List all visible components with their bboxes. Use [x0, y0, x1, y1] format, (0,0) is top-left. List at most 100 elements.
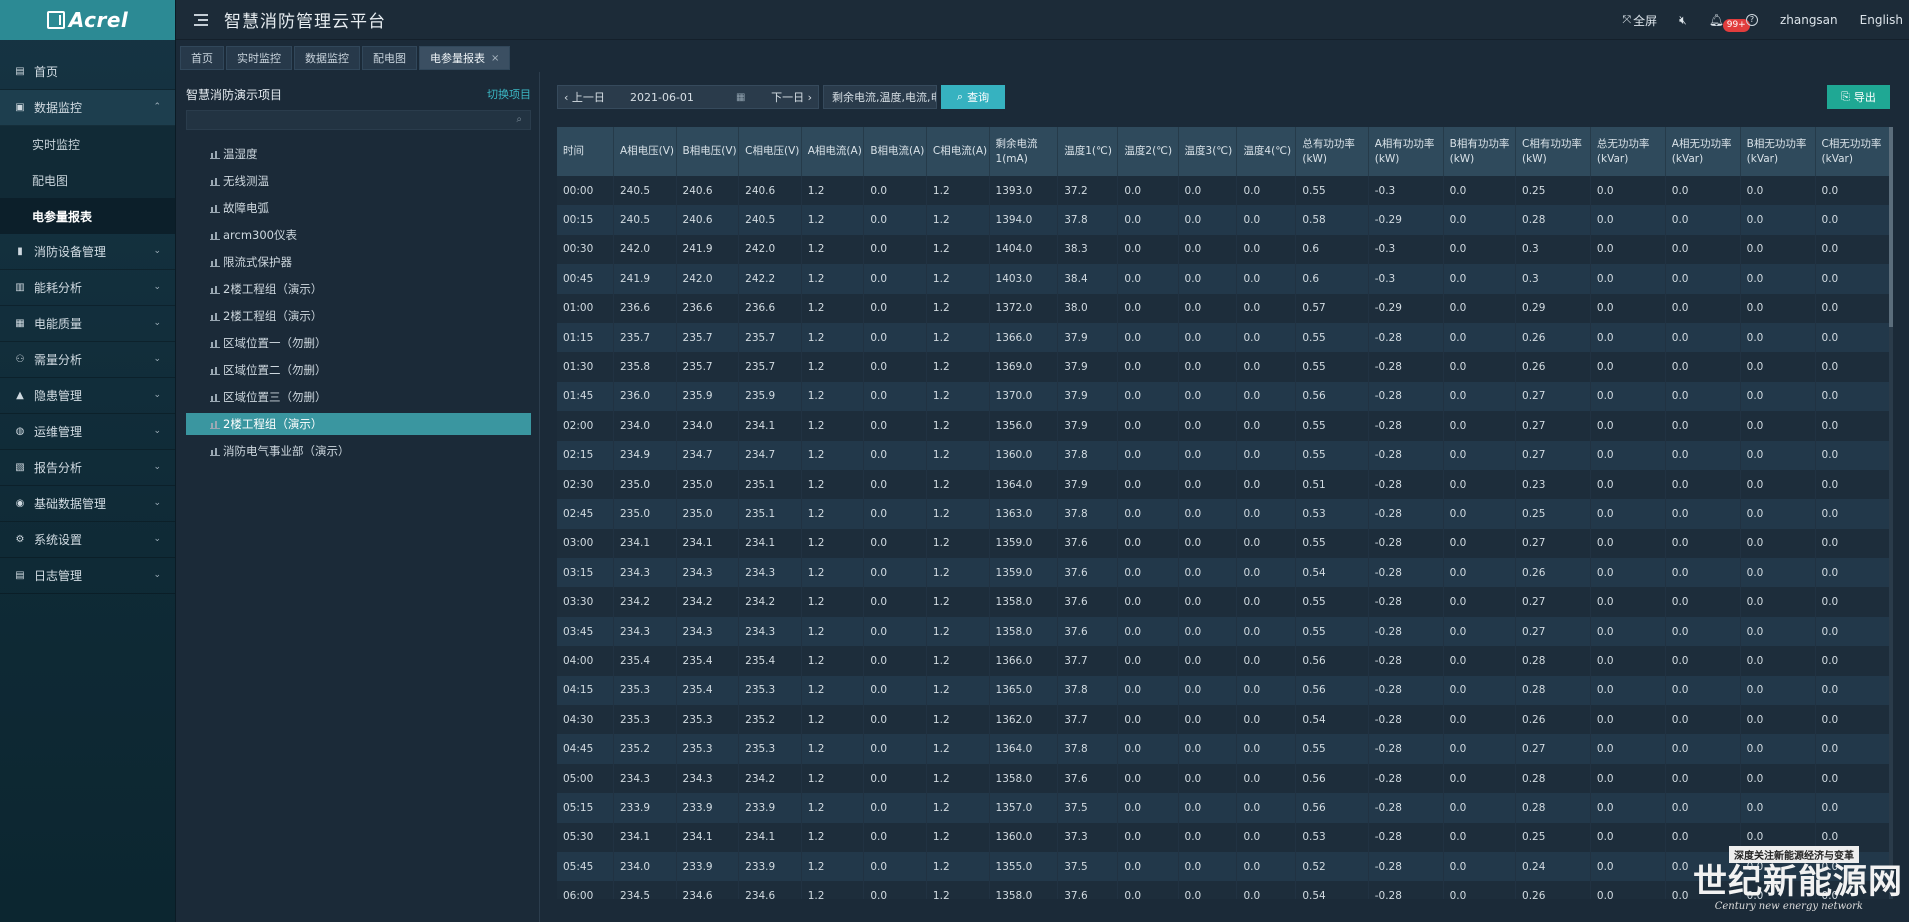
tree-node[interactable]: 无线测温 [186, 170, 531, 192]
table-row[interactable]: 05:30 234.1 234.1 234.1 1.2 0.0 1.2 1360.0 37.3 0… [557, 822, 1893, 852]
sidebar-item-7[interactable]: ◍ 运维管理 ⌄ [0, 414, 175, 450]
table-row[interactable]: 02:00 234.0 234.0 234.1 1.2 0.0 1.2 1356.0 37.9 0… [557, 411, 1893, 441]
prev-day-button[interactable]: ‹ 上一日 [564, 89, 605, 105]
sidebar-subitem-1[interactable]: 配电图 [0, 162, 175, 198]
switch-project-link[interactable]: 切换项目 [487, 88, 531, 101]
menu-toggle-icon[interactable] [194, 13, 208, 26]
table-row[interactable]: 02:45 235.0 235.0 235.1 1.2 0.0 1.2 1363.0 37.8 0… [557, 499, 1893, 529]
table-row[interactable]: 04:45 235.2 235.3 235.3 1.2 0.0 1.2 1364.0 37.8 0… [557, 734, 1893, 764]
sidebar-item-4[interactable]: ▦ 电能质量 ⌄ [0, 306, 175, 342]
table-row[interactable]: 02:30 235.0 235.0 235.1 1.2 0.0 1.2 1364.0 37.9 0… [557, 469, 1893, 500]
table-row[interactable]: 03:45 234.3 234.3 234.3 1.2 0.0 1.2 1358.0 37.6 0… [557, 616, 1893, 647]
search-icon[interactable]: ⌕ [516, 114, 522, 125]
table-row[interactable]: 04:00 235.4 235.4 235.4 1.2 0.0 1.2 1366.0 37.7 0… [557, 646, 1893, 676]
tree-node[interactable]: 区域位置一（勿删） [186, 332, 531, 354]
table-row[interactable]: 03:00 234.1 234.1 234.1 1.2 0.0 1.2 1359.0 37.6 0… [557, 528, 1893, 559]
table-row[interactable]: 04:30 235.3 235.3 235.2 1.2 0.0 1.2 1362.0 37.7 0… [557, 705, 1893, 735]
table-row[interactable]: 04:15 235.3 235.4 235.3 1.2 0.0 1.2 1365.0 37.8 0… [557, 675, 1893, 706]
sidebar-item-9[interactable]: ◉ 基础数据管理 ⌄ [0, 486, 175, 522]
tree-node[interactable]: arcm300仪表 [186, 224, 531, 246]
tree-node[interactable]: 温湿度 [186, 143, 531, 165]
scrollbar-thumb[interactable] [1889, 127, 1893, 327]
sidebar-item-5[interactable]: ⚇ 需量分析 ⌄ [0, 342, 175, 378]
sidebar-item-8[interactable]: ▧ 报告分析 ⌄ [0, 450, 175, 486]
sidebar-item-2[interactable]: ▮ 消防设备管理 ⌄ [0, 234, 175, 270]
date-value[interactable]: 2021-06-01 [630, 90, 694, 104]
tree-search-input[interactable]: ⌕ [186, 110, 531, 130]
column-header[interactable]: 剩余电流1(mA) [989, 127, 1059, 176]
close-icon[interactable]: × [491, 52, 500, 64]
sidebar-item-6[interactable]: ▲ 隐患管理 ⌄ [0, 378, 175, 414]
tree-node[interactable]: 限流式保护器 [186, 251, 531, 273]
help-button[interactable]: ? [1745, 14, 1758, 26]
tab-4[interactable]: 电参量报表 × [419, 46, 511, 70]
sidebar-item-10[interactable]: ⚙ 系统设置 ⌄ [0, 522, 175, 558]
tab-2[interactable]: 数据监控 [294, 46, 360, 70]
fullscreen-button[interactable]: ⤧ 全屏 [1622, 12, 1657, 29]
table-row[interactable]: 03:15 234.3 234.3 234.3 1.2 0.0 1.2 1359.0 37.6 0… [557, 558, 1893, 588]
column-header[interactable]: 总无功功率(kVar) [1590, 127, 1666, 176]
sidebar-item-3[interactable]: ▥ 能耗分析 ⌄ [0, 270, 175, 306]
column-header[interactable]: 总有功功率(kW) [1295, 127, 1369, 176]
query-button[interactable]: ⌕ 查询 [941, 85, 1005, 109]
export-button[interactable]: ⎘ 导出 [1827, 85, 1890, 109]
table-row[interactable]: 00:30 242.0 241.9 242.0 1.2 0.0 1.2 1404.0 38.3 0… [557, 234, 1893, 265]
column-header[interactable]: 温度1(℃) [1057, 127, 1119, 176]
column-header[interactable]: B相有功功率(kW) [1443, 127, 1517, 176]
report-table-container[interactable]: 时间 A相电压(V) B相电压(V) C相电压(V) A相电流(A) B相电流(A) C相电… [557, 127, 1893, 899]
table-row[interactable]: 00:00 240.5 240.6 240.6 1.2 0.0 1.2 1393.0 37.2 0… [557, 176, 1893, 206]
tree-node[interactable]: 2楼工程组（演示） [186, 305, 531, 327]
table-row[interactable]: 00:45 241.9 242.0 242.2 1.2 0.0 1.2 1403.0 38.4 0… [557, 264, 1893, 294]
column-header[interactable]: 温度4(℃) [1236, 127, 1297, 176]
column-header[interactable]: A相有功功率(kW) [1368, 127, 1444, 176]
tree-node[interactable]: 区域位置二（勿删） [186, 359, 531, 381]
tree-node[interactable]: 2楼工程组（演示） [186, 278, 531, 300]
column-header[interactable]: 温度2(℃) [1117, 127, 1179, 176]
fullscreen-icon: ⤧ [1622, 13, 1632, 26]
column-header[interactable]: B相电压(V) [676, 127, 740, 176]
table-row[interactable]: 06:00 234.5 234.6 234.6 1.2 0.0 1.2 1358.0 37.6 0… [557, 881, 1893, 899]
table-row[interactable]: 01:45 236.0 235.9 235.9 1.2 0.0 1.2 1370.0 37.9 0… [557, 381, 1893, 412]
user-menu[interactable]: zhangsan [1780, 13, 1838, 27]
tree-node[interactable]: 2楼工程组（演示） [186, 413, 531, 435]
sidebar-item-11[interactable]: ▤ 日志管理 ⌄ [0, 558, 175, 594]
column-header[interactable]: A相电压(V) [613, 127, 677, 176]
column-header[interactable]: B相无功功率(kVar) [1740, 127, 1816, 176]
column-header[interactable]: B相电流(A) [863, 127, 927, 176]
params-select[interactable]: 剩余电流,温度,电流,电 [823, 85, 937, 109]
tree-node[interactable]: 区域位置三（勿删） [186, 386, 531, 408]
brand-logo[interactable]: Acrel [0, 0, 175, 40]
tab-1[interactable]: 实时监控 [226, 46, 292, 70]
sidebar-subitem-2[interactable]: 电参量报表 [0, 198, 175, 234]
notification-button[interactable]: 🔔︎ 99+ [1709, 13, 1750, 32]
table-row[interactable]: 02:15 234.9 234.7 234.7 1.2 0.0 1.2 1360.0 37.8 0… [557, 440, 1893, 470]
column-header[interactable]: 时间 [557, 127, 614, 176]
mute-button[interactable]: 🔇︎ [1679, 13, 1687, 28]
table-row[interactable]: 01:00 236.6 236.6 236.6 1.2 0.0 1.2 1372.0 38.0 0… [557, 293, 1893, 323]
column-header[interactable]: C相电流(A) [926, 127, 990, 176]
date-picker[interactable]: ‹ 上一日 2021-06-01 ▦ 下一日 › [557, 85, 819, 109]
column-header[interactable]: A相电流(A) [801, 127, 865, 176]
table-scrollbar[interactable] [1889, 127, 1893, 899]
sidebar-item-0[interactable]: ▤ 首页 [0, 54, 175, 90]
table-row[interactable]: 05:00 234.3 234.3 234.2 1.2 0.0 1.2 1358.0 37.6 0… [557, 763, 1893, 794]
tree-node[interactable]: 故障电弧 [186, 197, 531, 219]
column-header[interactable]: C相无功功率(kVar) [1815, 127, 1893, 176]
tree-node[interactable]: 消防电气事业部（演示） [186, 440, 531, 462]
column-header[interactable]: 温度3(℃) [1178, 127, 1238, 176]
table-row[interactable]: 00:15 240.5 240.6 240.5 1.2 0.0 1.2 1394.0 37.8 0… [557, 205, 1893, 235]
sidebar-subitem-0[interactable]: 实时监控 [0, 126, 175, 162]
tab-3[interactable]: 配电图 [362, 46, 417, 70]
table-row[interactable]: 01:15 235.7 235.7 235.7 1.2 0.0 1.2 1366.0 37.9 0… [557, 322, 1893, 353]
calendar-icon[interactable]: ▦ [736, 91, 746, 103]
column-header[interactable]: A相无功功率(kVar) [1665, 127, 1741, 176]
sidebar-item-1[interactable]: ▣ 数据监控 ⌃ [0, 90, 175, 126]
table-row[interactable]: 01:30 235.8 235.7 235.7 1.2 0.0 1.2 1369.0 37.9 0… [557, 352, 1893, 382]
language-switch[interactable]: English [1860, 13, 1903, 27]
next-day-button[interactable]: 下一日 › [771, 89, 812, 105]
table-row[interactable]: 03:30 234.2 234.2 234.2 1.2 0.0 1.2 1358.0 37.6 0… [557, 587, 1893, 617]
column-header[interactable]: C相有功功率(kW) [1515, 127, 1591, 176]
column-header[interactable]: C相电压(V) [738, 127, 802, 176]
tab-0[interactable]: 首页 [180, 46, 224, 70]
table-row[interactable]: 05:15 233.9 233.9 233.9 1.2 0.0 1.2 1357.0 37.5 0… [557, 793, 1893, 823]
